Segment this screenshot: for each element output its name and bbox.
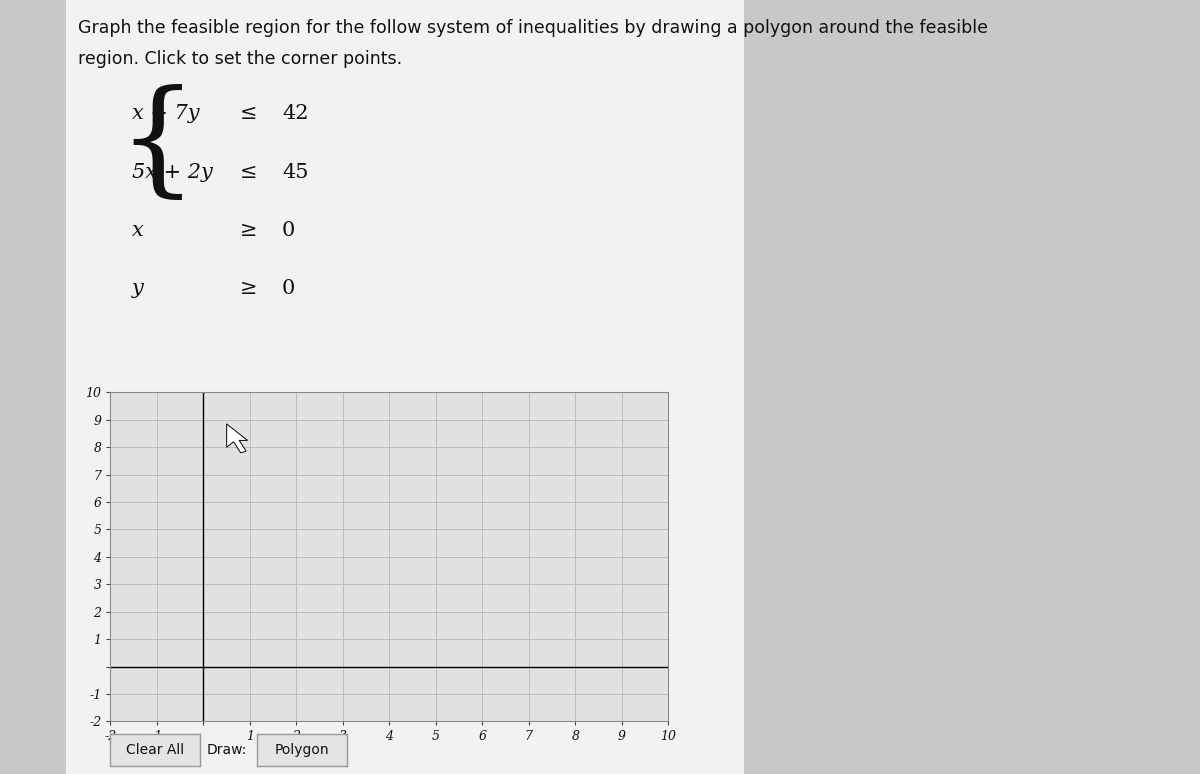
Text: 45: 45	[282, 163, 308, 182]
Text: Clear All: Clear All	[126, 743, 185, 757]
Text: Polygon: Polygon	[275, 743, 329, 757]
Text: ≤: ≤	[240, 163, 258, 182]
Text: {: {	[118, 85, 197, 206]
Text: y: y	[132, 279, 144, 298]
Text: x + 7y: x + 7y	[132, 104, 199, 124]
Text: 0: 0	[282, 221, 295, 240]
Text: ≤: ≤	[240, 104, 258, 124]
Polygon shape	[227, 424, 247, 453]
Text: x: x	[132, 221, 144, 240]
Text: 42: 42	[282, 104, 308, 124]
Text: 0: 0	[282, 279, 295, 298]
Text: region. Click to set the corner points.: region. Click to set the corner points.	[78, 50, 402, 68]
Text: ≥: ≥	[240, 221, 258, 240]
Text: Draw:: Draw:	[206, 743, 247, 757]
Text: 5x + 2y: 5x + 2y	[132, 163, 212, 182]
Text: Graph the feasible region for the follow system of inequalities by drawing a pol: Graph the feasible region for the follow…	[78, 19, 988, 37]
Text: ≥: ≥	[240, 279, 258, 298]
